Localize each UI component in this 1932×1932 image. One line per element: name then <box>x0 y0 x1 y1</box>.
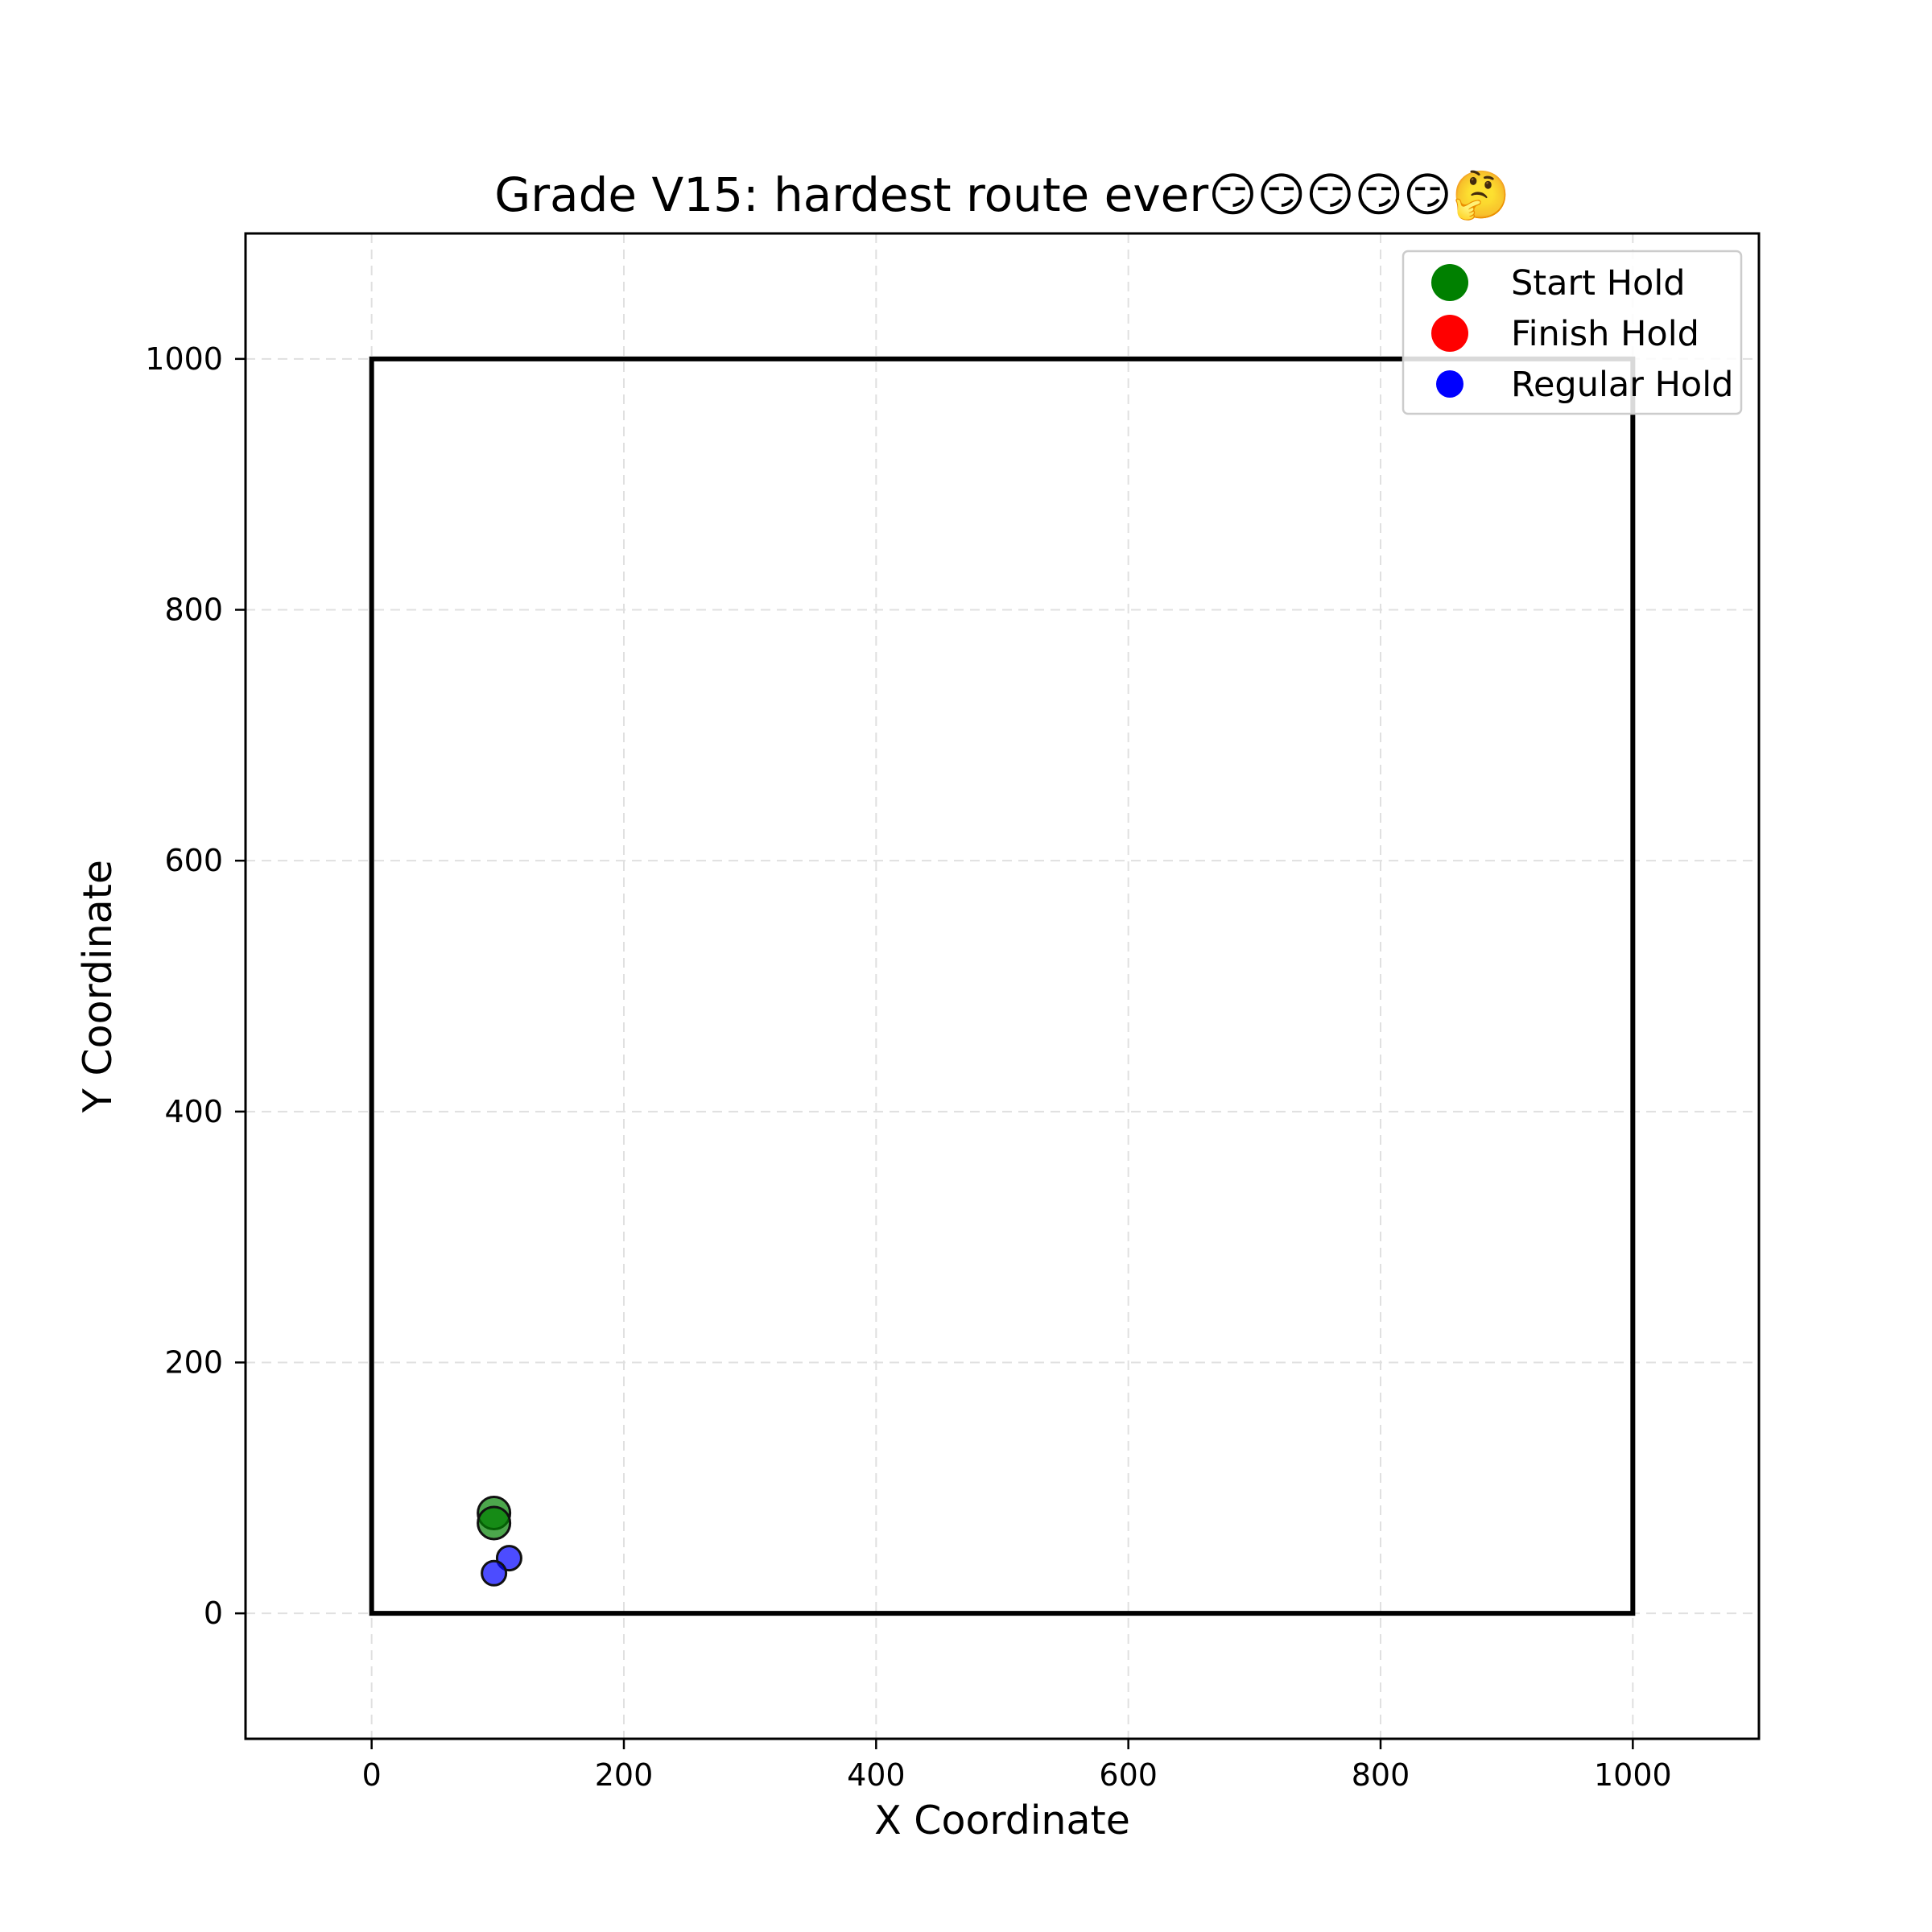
x-tick-label: 600 <box>1099 1757 1158 1793</box>
legend-marker-regular-hold <box>1436 370 1463 398</box>
plot-frame <box>244 232 1761 1740</box>
legend-label-finish-hold: Finish Hold <box>1511 314 1699 354</box>
y-tick-label: 0 <box>204 1596 223 1631</box>
chart-title: Grade V15: hardest route ever😏😏😏😏😏🤔 <box>494 167 1510 222</box>
y-tick-label: 800 <box>164 592 223 628</box>
legend-box <box>1402 250 1743 415</box>
x-tick-label: 800 <box>1352 1757 1410 1793</box>
x-tick-label: 0 <box>362 1757 382 1793</box>
legend-marker-finish-hold <box>1431 315 1468 352</box>
legend-label-start-hold: Start Hold <box>1511 263 1686 303</box>
y-tick-label: 200 <box>164 1345 223 1381</box>
y-axis-label: Y Coordinate <box>75 860 121 1113</box>
y-tick-label: 400 <box>164 1094 223 1129</box>
y-tick-label: 600 <box>164 843 223 878</box>
start-hold-point <box>477 1505 512 1541</box>
regular-hold-point <box>481 1559 508 1587</box>
x-axis-label: X Coordinate <box>874 1798 1130 1843</box>
ticks: 0 200 400 600 800 1000 0 200 400 600 800 1000 <box>145 341 1671 1793</box>
x-tick-label: 1000 <box>1594 1757 1672 1793</box>
x-tick-label: 200 <box>595 1757 654 1793</box>
legend-marker-start-hold <box>1431 264 1468 301</box>
legend: Start Hold Finish Hold Regular Hold <box>1402 250 1743 415</box>
y-tick-label: 1000 <box>145 341 223 377</box>
points-layer <box>477 1496 522 1587</box>
legend-label-regular-hold: Regular Hold <box>1511 365 1733 405</box>
x-tick-label: 400 <box>847 1757 906 1793</box>
